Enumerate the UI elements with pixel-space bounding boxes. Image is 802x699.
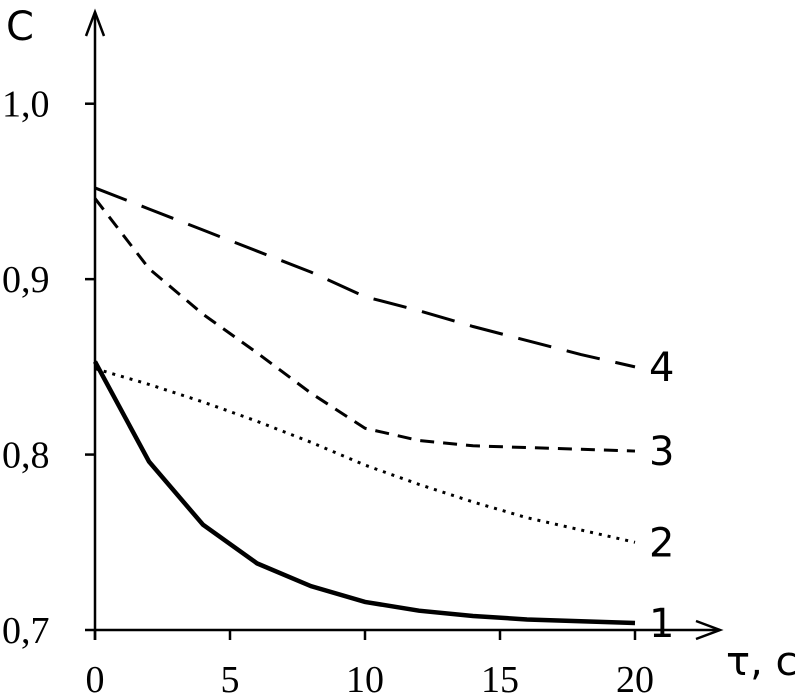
series-line: [93, 197, 636, 453]
x-tick-label: 0: [86, 659, 105, 699]
x-axis-arrow: [695, 619, 724, 641]
x-tick-label: 5: [221, 659, 240, 699]
x-tick-label: 10: [346, 659, 384, 699]
series-label: 2: [649, 520, 674, 566]
series-line: [93, 360, 636, 626]
x-tick-label: 15: [481, 659, 519, 699]
x-axis-label: τ, c: [726, 639, 798, 685]
series-label: 4: [649, 345, 674, 391]
x-tick-label: 20: [616, 659, 654, 699]
y-tick-label: 1,0: [2, 84, 50, 126]
y-tick-label: 0,8: [2, 435, 50, 477]
y-tick-label: 0,9: [2, 259, 50, 301]
series-line: [94, 186, 636, 369]
series-line: [94, 367, 636, 544]
y-axis-label: C: [6, 4, 34, 50]
y-axis-arrow: [84, 8, 106, 37]
y-tick-label: 0,7: [2, 610, 50, 652]
series-label: 3: [649, 429, 674, 475]
series-label: 1: [649, 601, 674, 647]
